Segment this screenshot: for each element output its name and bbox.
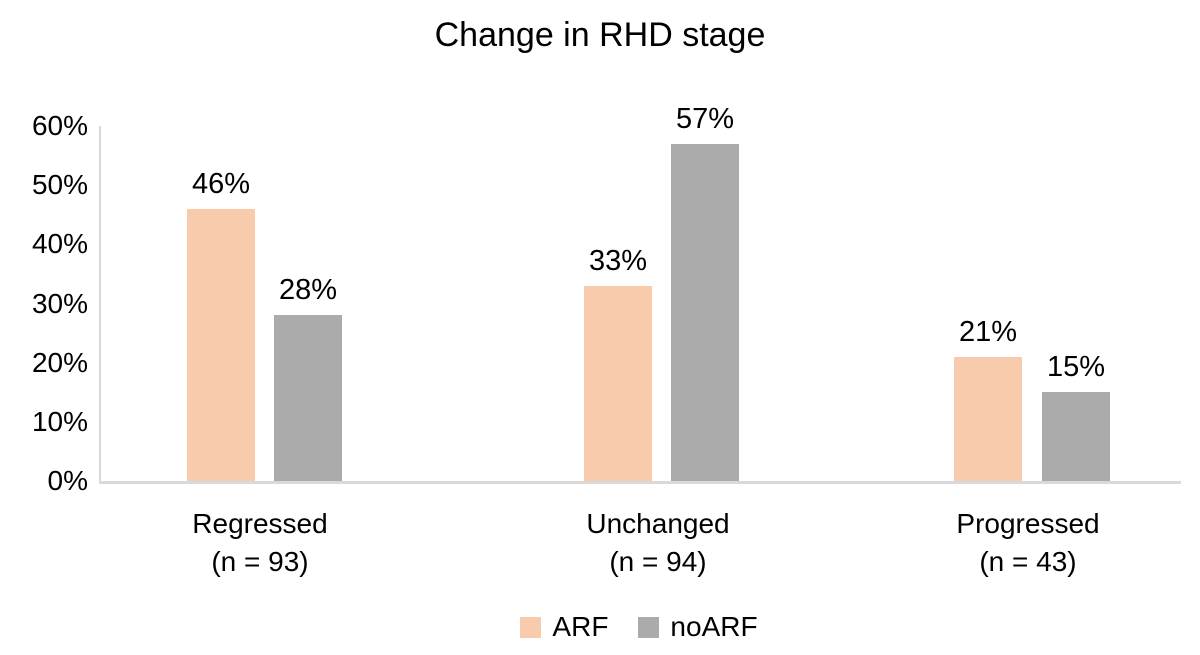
legend-swatch-arf-icon — [520, 616, 542, 638]
y-axis-tick-label: 50% — [31, 169, 88, 200]
bar-value-label: 46% — [191, 167, 251, 200]
bar-noarf-progressed: 15% — [1042, 351, 1110, 481]
legend-item-arf: ARF — [520, 611, 608, 643]
category-n: (n = 94) — [609, 546, 707, 577]
bar-value-label: 57% — [675, 102, 735, 135]
bar-noarf-unchanged: 57% — [671, 103, 739, 481]
bar-value-label: 33% — [588, 244, 648, 277]
y-axis-tick-label: 20% — [31, 347, 88, 378]
category-label-unchanged: Unchanged (n = 94) — [498, 505, 818, 581]
legend: ARF noARF — [99, 606, 1179, 648]
category-n: (n = 93) — [211, 546, 309, 577]
category-name: Regressed — [192, 508, 328, 539]
category-name: Progressed — [956, 508, 1100, 539]
legend-swatch-noarf-icon — [638, 616, 660, 638]
y-axis-tick-label: 60% — [31, 110, 88, 141]
category-name: Unchanged — [586, 508, 730, 539]
category-label-regressed: Regressed (n = 93) — [100, 505, 420, 581]
bar-arf-regressed: 46% — [187, 168, 255, 481]
bar-value-label: 15% — [1046, 351, 1106, 384]
bar-arf-progressed: 21% — [954, 316, 1022, 481]
plot-area: 46% 28% 33% 57% 21% 15% — [99, 103, 1181, 484]
legend-item-noarf: noARF — [638, 611, 758, 643]
y-axis-tick-label: 40% — [31, 228, 88, 259]
legend-label-arf: ARF — [552, 611, 609, 642]
bar-value-label: 21% — [958, 315, 1018, 348]
chart-title: Change in RHD stage — [434, 16, 766, 54]
y-axis-tick-label: 30% — [31, 288, 88, 319]
y-axis-tick-label: 10% — [31, 406, 88, 437]
y-axis-tick-label: 0% — [47, 465, 88, 496]
category-label-progressed: Progressed (n = 43) — [868, 505, 1188, 581]
bar-value-label: 28% — [278, 274, 338, 307]
bar-arf-unchanged: 33% — [584, 245, 652, 481]
bar-noarf-regressed: 28% — [274, 274, 342, 481]
legend-label-noarf: noARF — [670, 611, 758, 642]
category-n: (n = 43) — [979, 546, 1077, 577]
